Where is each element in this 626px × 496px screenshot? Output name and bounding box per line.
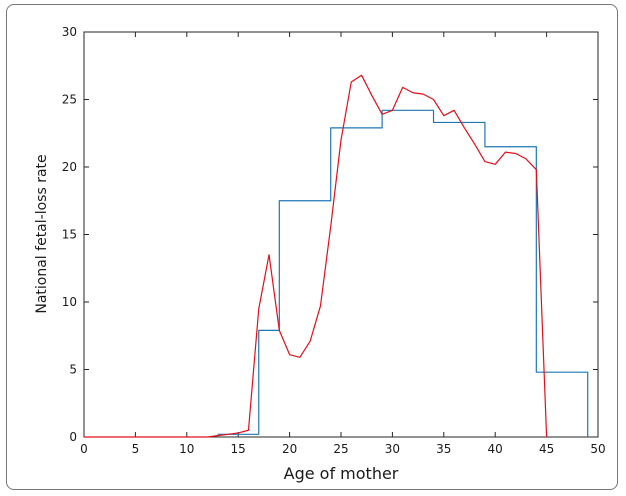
y-tick-label: 25: [62, 93, 77, 107]
y-tick-label: 0: [69, 430, 77, 444]
tick-labels: 0 5 10 15 20 25 30 35 40 45 50 0 5 10 15 20 25 30: [62, 25, 606, 456]
data-series: [84, 74, 589, 438]
x-tick-label: 10: [179, 442, 194, 456]
y-axis-label: National fetal-loss rate: [34, 154, 50, 313]
x-tick-label: 45: [539, 442, 554, 456]
y-tick-label: 15: [62, 228, 77, 242]
x-tick-label: 25: [333, 442, 348, 456]
y-tick-label: 30: [62, 25, 77, 39]
x-tick-label: 40: [488, 442, 503, 456]
plot-area: [83, 31, 599, 438]
y-tick-label: 10: [62, 295, 77, 309]
x-tick-label: 5: [132, 442, 140, 456]
x-tick-label: 0: [80, 442, 88, 456]
x-axis-label: Age of mother: [284, 464, 399, 483]
x-tick-label: 35: [436, 442, 451, 456]
y-tick-label: 20: [62, 160, 77, 174]
series-curve-line: [84, 74, 548, 438]
x-tick-label: 20: [282, 442, 297, 456]
x-tick-label: 15: [231, 442, 246, 456]
y-tick-label: 5: [69, 363, 77, 377]
x-tick-label: 50: [590, 442, 605, 456]
x-tick-label: 30: [385, 442, 400, 456]
